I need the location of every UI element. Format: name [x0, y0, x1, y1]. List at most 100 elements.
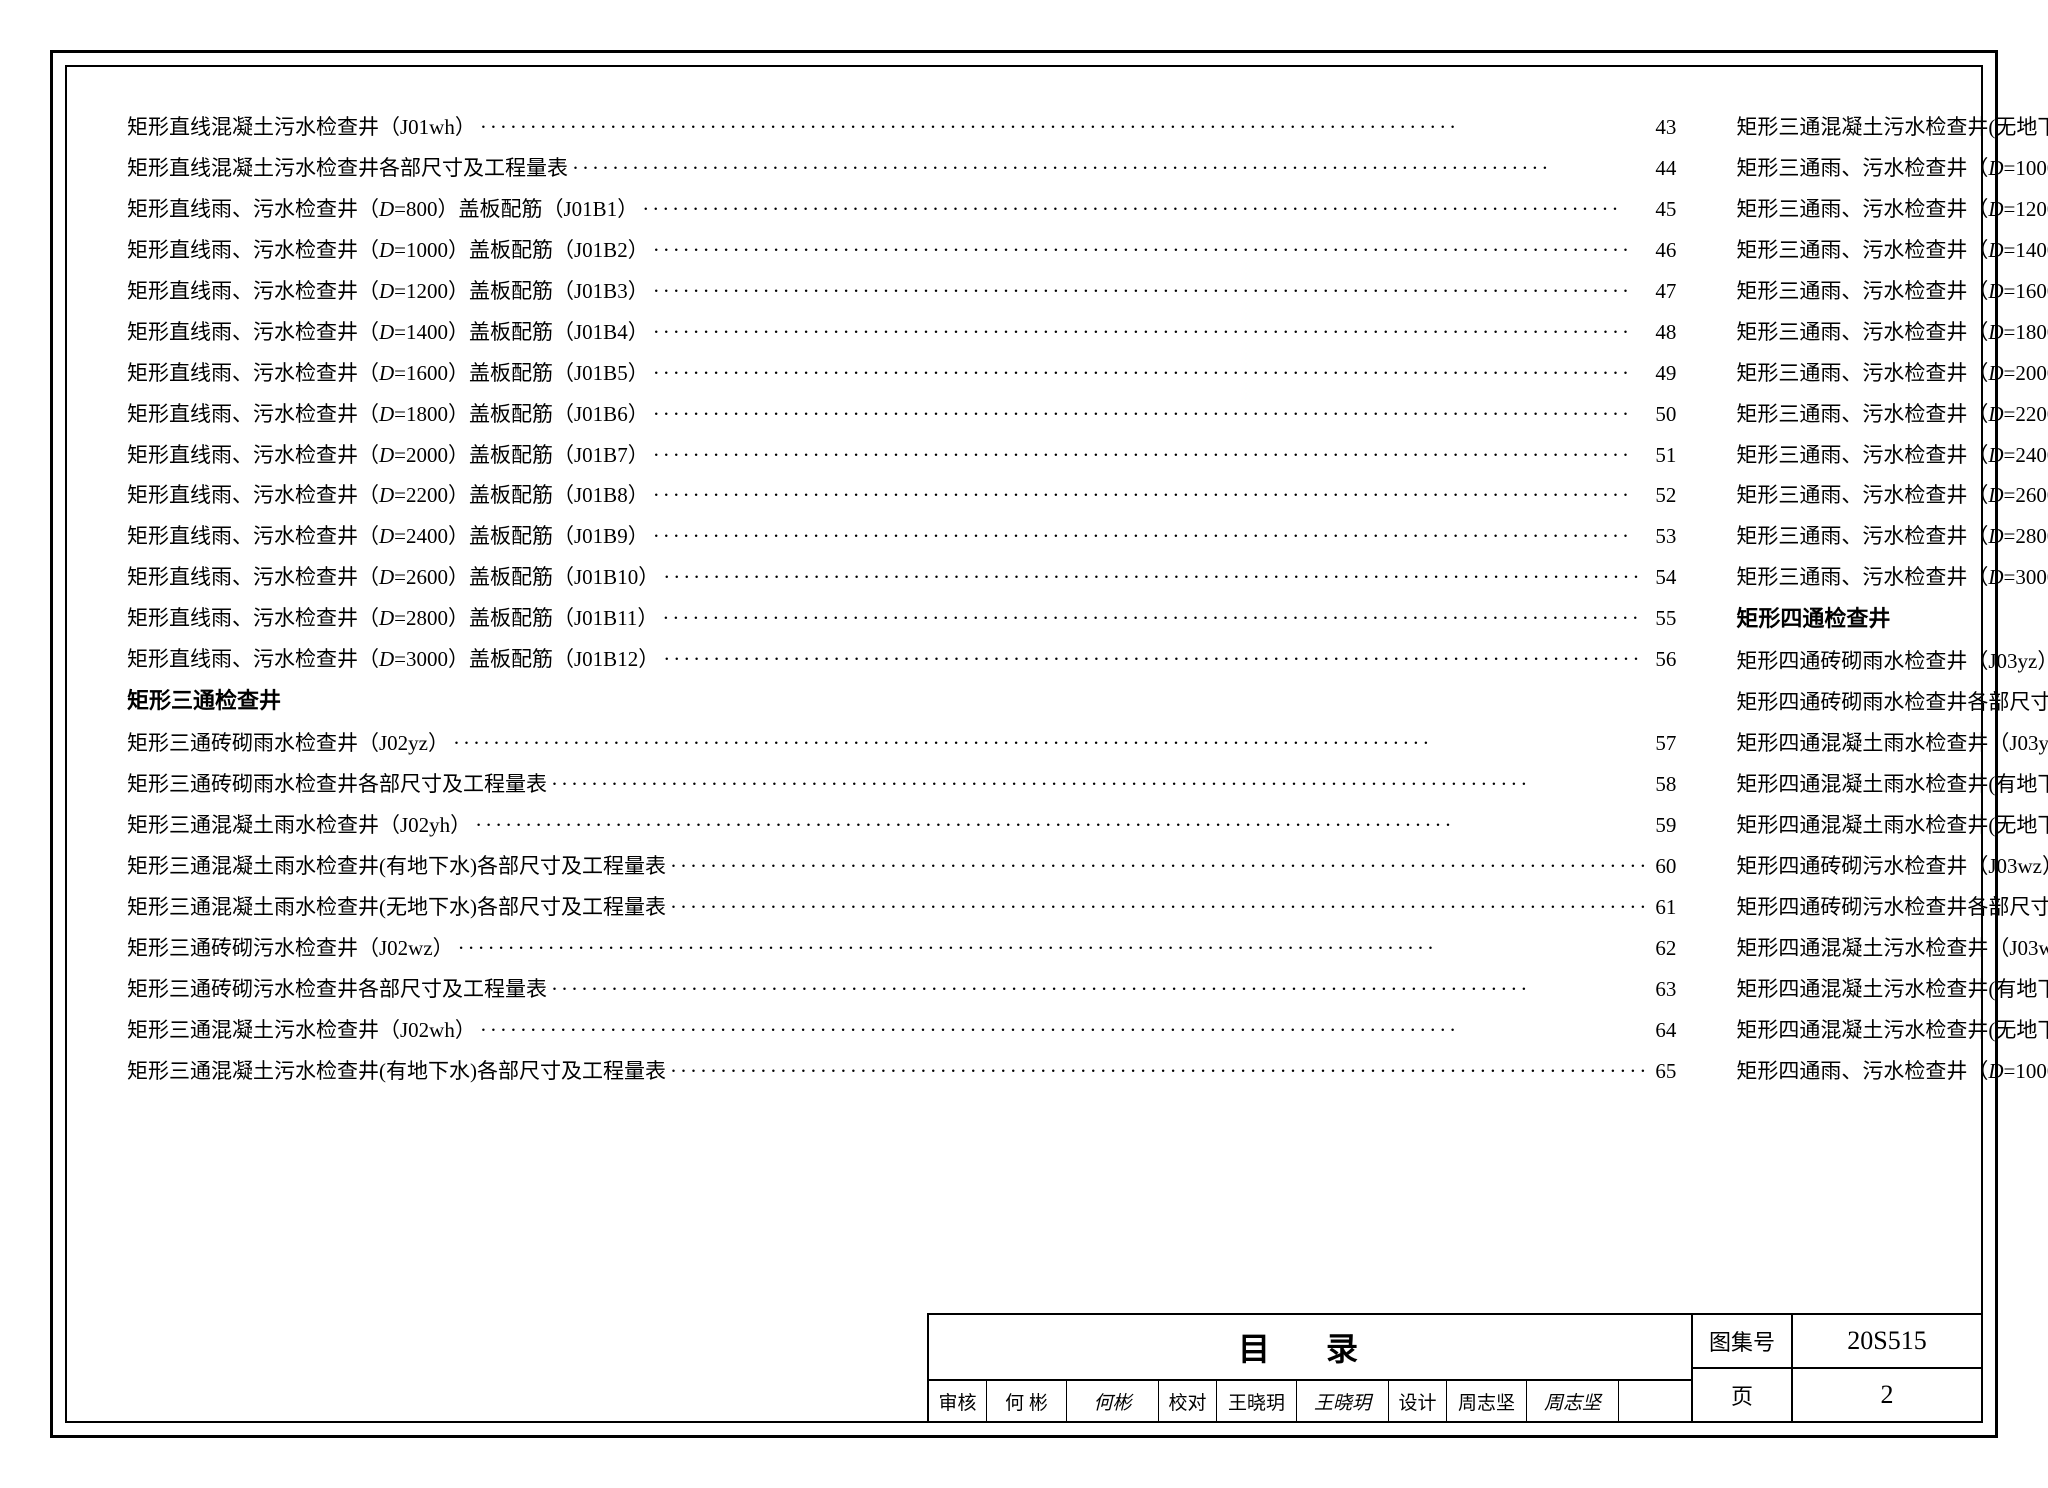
toc-leader-dots	[471, 805, 1653, 846]
toc-entry-title: 矩形三通雨、污水检查井（D=1800）盖板配筋（J02B5）	[1736, 312, 2048, 353]
toc-entry-title: 矩形三通雨、污水检查井（D=1200）盖板配筋（J02B2）	[1736, 189, 2048, 230]
toc-entry: 矩形三通混凝土污水检查井(有地下水)各部尺寸及工程量表65	[127, 1051, 1676, 1092]
toc-entry-title: 矩形三通砖砌污水检查井各部尺寸及工程量表	[127, 969, 547, 1010]
toc-entry-title: 矩形直线雨、污水检查井（D=800）盖板配筋（J01B1）	[127, 189, 638, 230]
toc-entry: 矩形三通砖砌污水检查井各部尺寸及工程量表 63	[127, 969, 1676, 1010]
signoff-label: 校对	[1159, 1381, 1217, 1421]
toc-entry: 矩形四通混凝土污水检查井（J03wh）85	[1736, 928, 2048, 969]
toc-entry: 矩形直线混凝土污水检查井（J01wh）43	[127, 107, 1676, 148]
toc-entry: 矩形直线雨、污水检查井（D=2400）盖板配筋（J01B9）53	[127, 516, 1676, 557]
toc-entry-page: 51	[1653, 435, 1676, 476]
toc-entry-page: 54	[1653, 557, 1676, 598]
toc-leader-dots	[649, 230, 1654, 271]
signoff-signature: 何彬	[1067, 1381, 1159, 1421]
toc-entry-title: 矩形三通雨、污水检查井（D=3000）盖板配筋（J02B11）	[1736, 557, 2048, 598]
toc-entry-title: 矩形直线雨、污水检查井（D=1600）盖板配筋（J01B5）	[127, 353, 649, 394]
toc-entry-title: 矩形三通砖砌污水检查井（J02wz）	[127, 928, 454, 969]
toc-entry: 矩形三通雨、污水检查井（D=2000）盖板配筋（J02B6）72	[1736, 353, 2048, 394]
toc-entry: 矩形直线雨、污水检查井（D=800）盖板配筋（J01B1） 45	[127, 189, 1676, 230]
toc-entry: 矩形三通雨、污水检查井（D=1800）盖板配筋（J02B5）71	[1736, 312, 2048, 353]
toc-entry-page: 52	[1653, 475, 1676, 516]
toc-entry: 矩形四通砖砌雨水检查井（J03yz）78	[1736, 641, 2048, 682]
title-block: 目 录 审核何 彬何彬校对王晓玥王晓玥设计周志坚周志坚 图集号 20S515 页…	[927, 1313, 1981, 1421]
toc-entry-title: 矩形四通砖砌污水检查井各部尺寸及工程量表	[1736, 887, 2048, 928]
toc-entry: 矩形四通混凝土雨水检查井(无地下水)各部尺寸及工程量表82	[1736, 805, 2048, 846]
signoff-row: 审核何 彬何彬校对王晓玥王晓玥设计周志坚周志坚	[929, 1381, 1691, 1421]
toc-entry-title: 矩形四通砖砌污水检查井（J03wz）	[1736, 846, 2048, 887]
toc-entry-title: 矩形直线雨、污水检查井（D=1000）盖板配筋（J01B2）	[127, 230, 649, 271]
toc-entry-title: 矩形三通雨、污水检查井（D=1000）盖板配筋（J02B1）	[1736, 148, 2048, 189]
toc-entry: 矩形三通砖砌雨水检查井各部尺寸及工程量表58	[127, 764, 1676, 805]
page-label: 页	[1693, 1369, 1793, 1421]
signoff-name: 周志坚	[1447, 1381, 1527, 1421]
toc-leader-dots	[649, 312, 1654, 353]
toc-entry: 矩形三通混凝土雨水检查井（J02yh）59	[127, 805, 1676, 846]
toc-entry: 矩形四通混凝土污水检查井(无地下水)各部尺寸及工程量表87	[1736, 1010, 2048, 1051]
toc-entry-title: 矩形三通混凝土污水检查井(无地下水)各部尺寸及工程量表	[1736, 107, 2048, 148]
toc-entry-title: 矩形三通雨、污水检查井（D=2000）盖板配筋（J02B6）	[1736, 353, 2048, 394]
toc-entry-page: 47	[1653, 271, 1676, 312]
toc-entry-title: 矩形四通混凝土雨水检查井(无地下水)各部尺寸及工程量表	[1736, 805, 2048, 846]
toc-column-left: 矩形直线混凝土污水检查井（J01wh）43矩形直线混凝土污水检查井各部尺寸及工程…	[127, 107, 1676, 1293]
toc-leader-dots	[666, 1051, 1653, 1092]
toc-entry-page: 56	[1653, 639, 1676, 680]
title-block-main: 目 录 审核何 彬何彬校对王晓玥王晓玥设计周志坚周志坚	[929, 1315, 1691, 1421]
toc-entry: 矩形直线雨、污水检查井（D=3000）盖板配筋（J01B12）56	[127, 639, 1676, 680]
toc-leader-dots	[666, 887, 1653, 928]
atlas-label: 图集号	[1693, 1315, 1793, 1367]
toc-leader-dots	[659, 639, 1653, 680]
toc-entry: 矩形四通混凝土雨水检查井（J03yh）80	[1736, 723, 2048, 764]
toc-entry-title: 矩形三通砖砌雨水检查井各部尺寸及工程量表	[127, 764, 547, 805]
toc-leader-dots	[547, 764, 1653, 805]
page-value: 2	[1793, 1369, 1981, 1421]
toc-heading: 矩形三通检查井	[127, 680, 1676, 723]
toc-entry: 矩形直线雨、污水检查井（D=2000）盖板配筋（J01B7）51	[127, 435, 1676, 476]
toc-entry-title: 矩形四通混凝土雨水检查井(有地下水)各部尺寸及工程量表	[1736, 764, 2048, 805]
signoff-signature: 王晓玥	[1297, 1381, 1389, 1421]
toc-entry-title: 矩形三通雨、污水检查井（D=2800）盖板配筋（J02B10）	[1736, 516, 2048, 557]
toc-entry-page: 45	[1653, 189, 1676, 230]
toc-leader-dots	[666, 846, 1653, 887]
signoff-label: 审核	[929, 1381, 987, 1421]
toc-entry: 矩形三通砖砌污水检查井（J02wz）62	[127, 928, 1676, 969]
outer-frame: 矩形直线混凝土污水检查井（J01wh）43矩形直线混凝土污水检查井各部尺寸及工程…	[50, 50, 1998, 1438]
toc-entry-title: 矩形四通混凝土污水检查井(有地下水)各部尺寸及工程量表	[1736, 969, 2048, 1010]
toc-entry-title: 矩形四通混凝土污水检查井（J03wh）	[1736, 928, 2048, 969]
toc-entry-page: 48	[1653, 312, 1676, 353]
signoff-name: 何 彬	[987, 1381, 1067, 1421]
toc-entry-page: 65	[1653, 1051, 1676, 1092]
toc-entry: 矩形直线雨、污水检查井（D=2800）盖板配筋（J01B11）55	[127, 598, 1676, 639]
title-block-right: 图集号 20S515 页 2	[1691, 1315, 1981, 1421]
toc-entry: 矩形直线雨、污水检查井（D=1400）盖板配筋（J01B4） 48	[127, 312, 1676, 353]
toc-leader-dots	[568, 148, 1653, 189]
toc-entry-title: 矩形直线雨、污水检查井（D=2600）盖板配筋（J01B10）	[127, 557, 659, 598]
toc-entry: 矩形四通砖砌雨水检查井各部尺寸及工程量表79	[1736, 682, 2048, 723]
toc-entry-title: 矩形直线雨、污水检查井（D=1400）盖板配筋（J01B4）	[127, 312, 649, 353]
toc-entry-title: 矩形直线雨、污水检查井（D=1200）盖板配筋（J01B3）	[127, 271, 649, 312]
toc-leader-dots	[476, 1010, 1653, 1051]
toc-entry: 矩形直线混凝土污水检查井各部尺寸及工程量表44	[127, 148, 1676, 189]
toc-entry-title: 矩形四通混凝土雨水检查井（J03yh）	[1736, 723, 2048, 764]
toc-leader-dots	[449, 723, 1653, 764]
toc-entry: 矩形三通雨、污水检查井（D=1200）盖板配筋（J02B2）68	[1736, 189, 2048, 230]
toc-entry-page: 63	[1653, 969, 1676, 1010]
toc-column-right: 矩形三通混凝土污水检查井(无地下水)各部尺寸及工程量表66矩形三通雨、污水检查井…	[1736, 107, 2048, 1293]
signoff-name: 王晓玥	[1217, 1381, 1297, 1421]
toc-entry-page: 60	[1653, 846, 1676, 887]
toc-entry: 矩形四通混凝土雨水检查井(有地下水)各部尺寸及工程量表81	[1736, 764, 2048, 805]
toc-leader-dots	[649, 475, 1654, 516]
toc-heading: 矩形四通检查井	[1736, 598, 2048, 641]
toc-leader-dots	[649, 353, 1654, 394]
toc-entry-page: 50	[1653, 394, 1676, 435]
toc-entry-title: 矩形三通雨、污水检查井（D=1600）盖板配筋（J02B4）	[1736, 271, 2048, 312]
sheet-title: 目 录	[929, 1315, 1691, 1381]
toc-entry-title: 矩形三通混凝土雨水检查井(无地下水)各部尺寸及工程量表	[127, 887, 666, 928]
toc-leader-dots	[454, 928, 1654, 969]
atlas-value: 20S515	[1793, 1315, 1981, 1367]
signoff-signature: 周志坚	[1527, 1381, 1619, 1421]
toc-entry-page: 46	[1653, 230, 1676, 271]
toc-entry: 矩形三通雨、污水检查井（D=2200）盖板配筋（J02B7）73	[1736, 394, 2048, 435]
toc-entry-title: 矩形三通混凝土雨水检查井（J02yh）	[127, 805, 471, 846]
toc-entry-title: 矩形三通砖砌雨水检查井（J02yz）	[127, 723, 449, 764]
toc-leader-dots	[659, 557, 1653, 598]
